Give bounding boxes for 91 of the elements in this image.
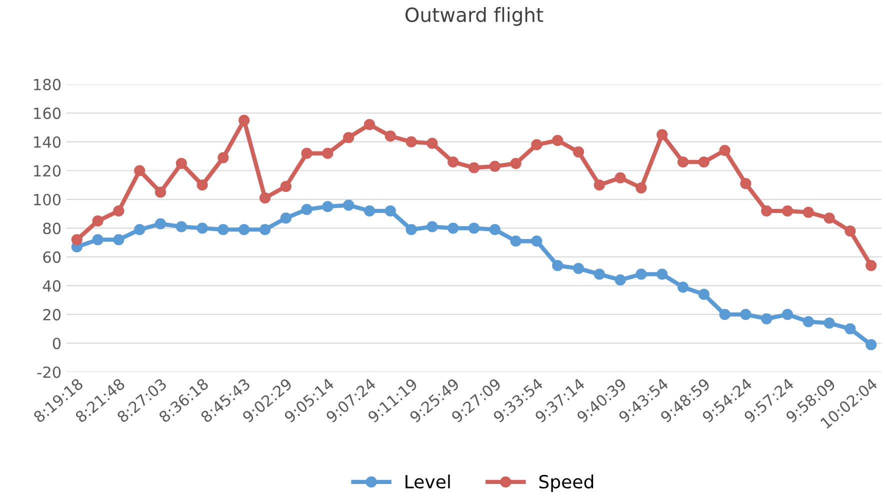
y-tick-label: 180 bbox=[34, 78, 61, 90]
y-tick-label: 100 bbox=[34, 194, 61, 206]
point bbox=[259, 192, 271, 204]
point bbox=[594, 179, 605, 191]
point bbox=[134, 165, 146, 176]
chart-title: Outward flight bbox=[406, 7, 544, 26]
point bbox=[844, 225, 856, 237]
point bbox=[468, 222, 480, 234]
y-tick-label: 20 bbox=[43, 308, 61, 320]
point bbox=[343, 200, 354, 211]
point bbox=[406, 224, 417, 236]
point bbox=[259, 224, 271, 236]
point bbox=[636, 268, 647, 280]
point bbox=[92, 234, 104, 246]
point bbox=[719, 308, 730, 320]
legend-label: Level bbox=[406, 474, 450, 489]
point bbox=[301, 204, 312, 216]
point bbox=[824, 318, 835, 329]
point bbox=[280, 212, 292, 224]
point bbox=[113, 205, 124, 216]
point bbox=[656, 129, 668, 140]
point bbox=[92, 215, 104, 227]
point bbox=[384, 205, 396, 216]
point bbox=[510, 158, 522, 169]
point bbox=[719, 144, 730, 156]
point bbox=[468, 162, 480, 174]
point bbox=[364, 119, 376, 130]
point bbox=[426, 221, 438, 232]
point bbox=[301, 148, 312, 159]
point bbox=[489, 160, 500, 172]
point bbox=[636, 182, 647, 194]
point bbox=[698, 288, 710, 300]
y-tick-label: 140 bbox=[34, 136, 61, 148]
y-tick-label: 80 bbox=[43, 222, 61, 234]
point bbox=[238, 224, 250, 236]
point bbox=[572, 146, 584, 158]
point bbox=[364, 205, 376, 216]
point bbox=[761, 313, 772, 324]
point bbox=[782, 205, 794, 216]
point bbox=[71, 234, 82, 246]
point bbox=[426, 138, 438, 149]
y-tick-label: 120 bbox=[34, 165, 61, 177]
point bbox=[384, 130, 396, 142]
point bbox=[866, 260, 877, 272]
point bbox=[196, 222, 208, 234]
point bbox=[176, 158, 187, 169]
point bbox=[824, 212, 835, 224]
point bbox=[698, 156, 710, 168]
point bbox=[134, 224, 146, 236]
point bbox=[448, 156, 459, 168]
point bbox=[866, 339, 877, 350]
point bbox=[343, 132, 354, 144]
point bbox=[594, 268, 605, 280]
point bbox=[552, 134, 564, 146]
point bbox=[782, 308, 794, 320]
point bbox=[740, 178, 752, 190]
point bbox=[238, 114, 250, 126]
y-tick-label: 160 bbox=[34, 108, 61, 120]
point bbox=[154, 186, 166, 198]
point bbox=[761, 205, 772, 216]
point bbox=[154, 218, 166, 230]
point bbox=[489, 224, 500, 236]
y-tick-label: 0 bbox=[52, 338, 61, 350]
legend-label: Speed bbox=[539, 474, 594, 492]
point bbox=[280, 180, 292, 192]
point bbox=[322, 201, 334, 212]
y-tick-label: 60 bbox=[43, 251, 61, 263]
point bbox=[218, 152, 229, 164]
point bbox=[844, 323, 856, 334]
point bbox=[531, 236, 542, 247]
point bbox=[176, 221, 187, 232]
point bbox=[614, 274, 626, 286]
point bbox=[510, 236, 522, 247]
point bbox=[448, 222, 459, 234]
point bbox=[572, 262, 584, 274]
point bbox=[322, 148, 334, 159]
point bbox=[218, 224, 229, 236]
point bbox=[740, 308, 752, 320]
point bbox=[552, 260, 564, 272]
point bbox=[406, 136, 417, 148]
point bbox=[677, 156, 689, 168]
point bbox=[802, 316, 814, 328]
point bbox=[113, 234, 124, 246]
y-tick-label: 40 bbox=[42, 280, 61, 292]
point bbox=[614, 172, 626, 184]
point bbox=[531, 139, 542, 150]
y-tick-label: -20 bbox=[37, 366, 61, 378]
point bbox=[196, 179, 208, 191]
point bbox=[656, 268, 668, 280]
point bbox=[802, 206, 814, 218]
point bbox=[677, 282, 689, 293]
